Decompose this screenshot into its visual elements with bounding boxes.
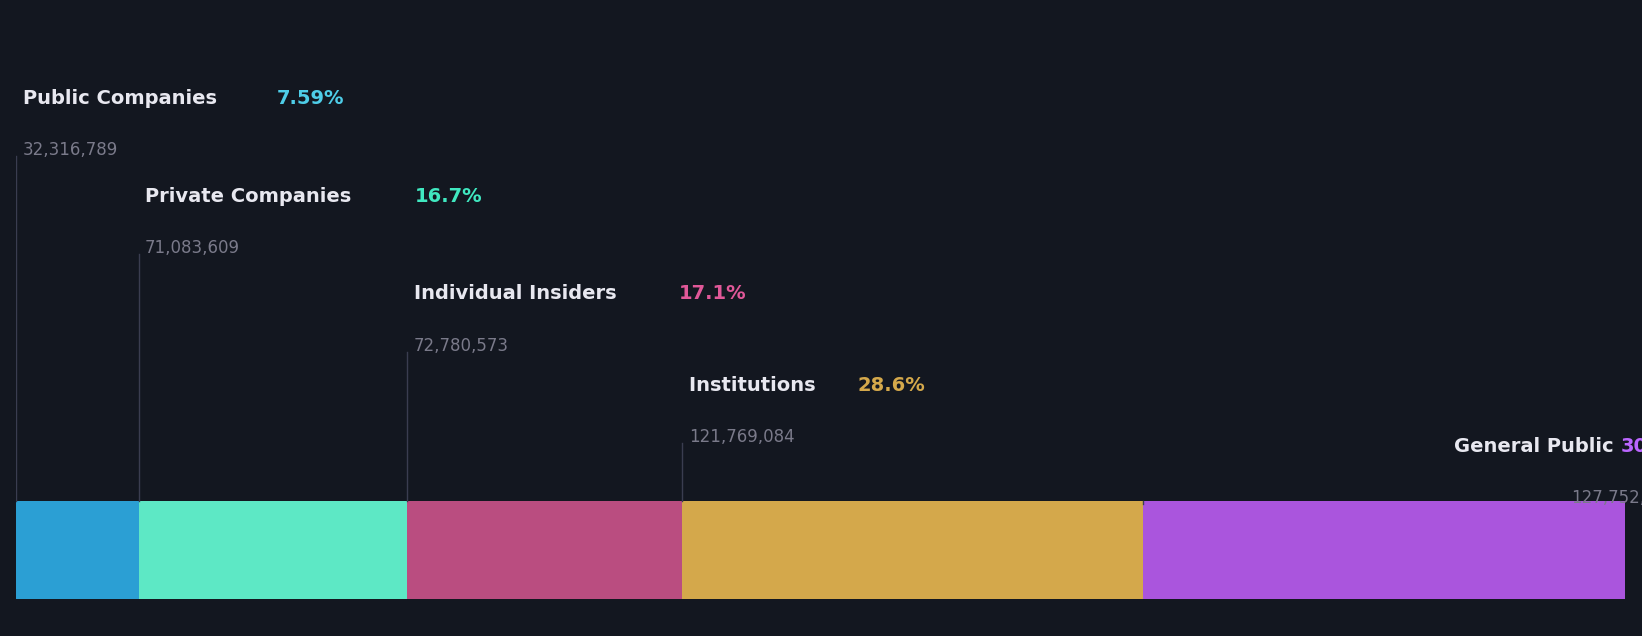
Text: 17.1%: 17.1% (678, 284, 745, 303)
Text: 30%: 30% (1621, 437, 1642, 456)
Bar (16, 501, 138, 599)
Bar (1143, 501, 1626, 599)
Bar (407, 501, 683, 599)
Text: 72,780,573: 72,780,573 (414, 336, 509, 355)
Text: 28.6%: 28.6% (857, 376, 926, 395)
Text: 71,083,609: 71,083,609 (144, 239, 240, 257)
Text: 32,316,789: 32,316,789 (23, 141, 118, 160)
Text: Private Companies: Private Companies (144, 186, 358, 205)
Text: 7.59%: 7.59% (277, 89, 345, 108)
Text: 121,769,084: 121,769,084 (690, 428, 795, 446)
Bar (683, 501, 1143, 599)
Text: Individual Insiders: Individual Insiders (414, 284, 622, 303)
Text: Institutions: Institutions (690, 376, 823, 395)
Text: Public Companies: Public Companies (23, 89, 223, 108)
Bar (138, 501, 407, 599)
Text: General Public: General Public (1455, 437, 1621, 456)
Text: 127,752,856: 127,752,856 (1571, 489, 1642, 508)
Text: 16.7%: 16.7% (414, 186, 483, 205)
